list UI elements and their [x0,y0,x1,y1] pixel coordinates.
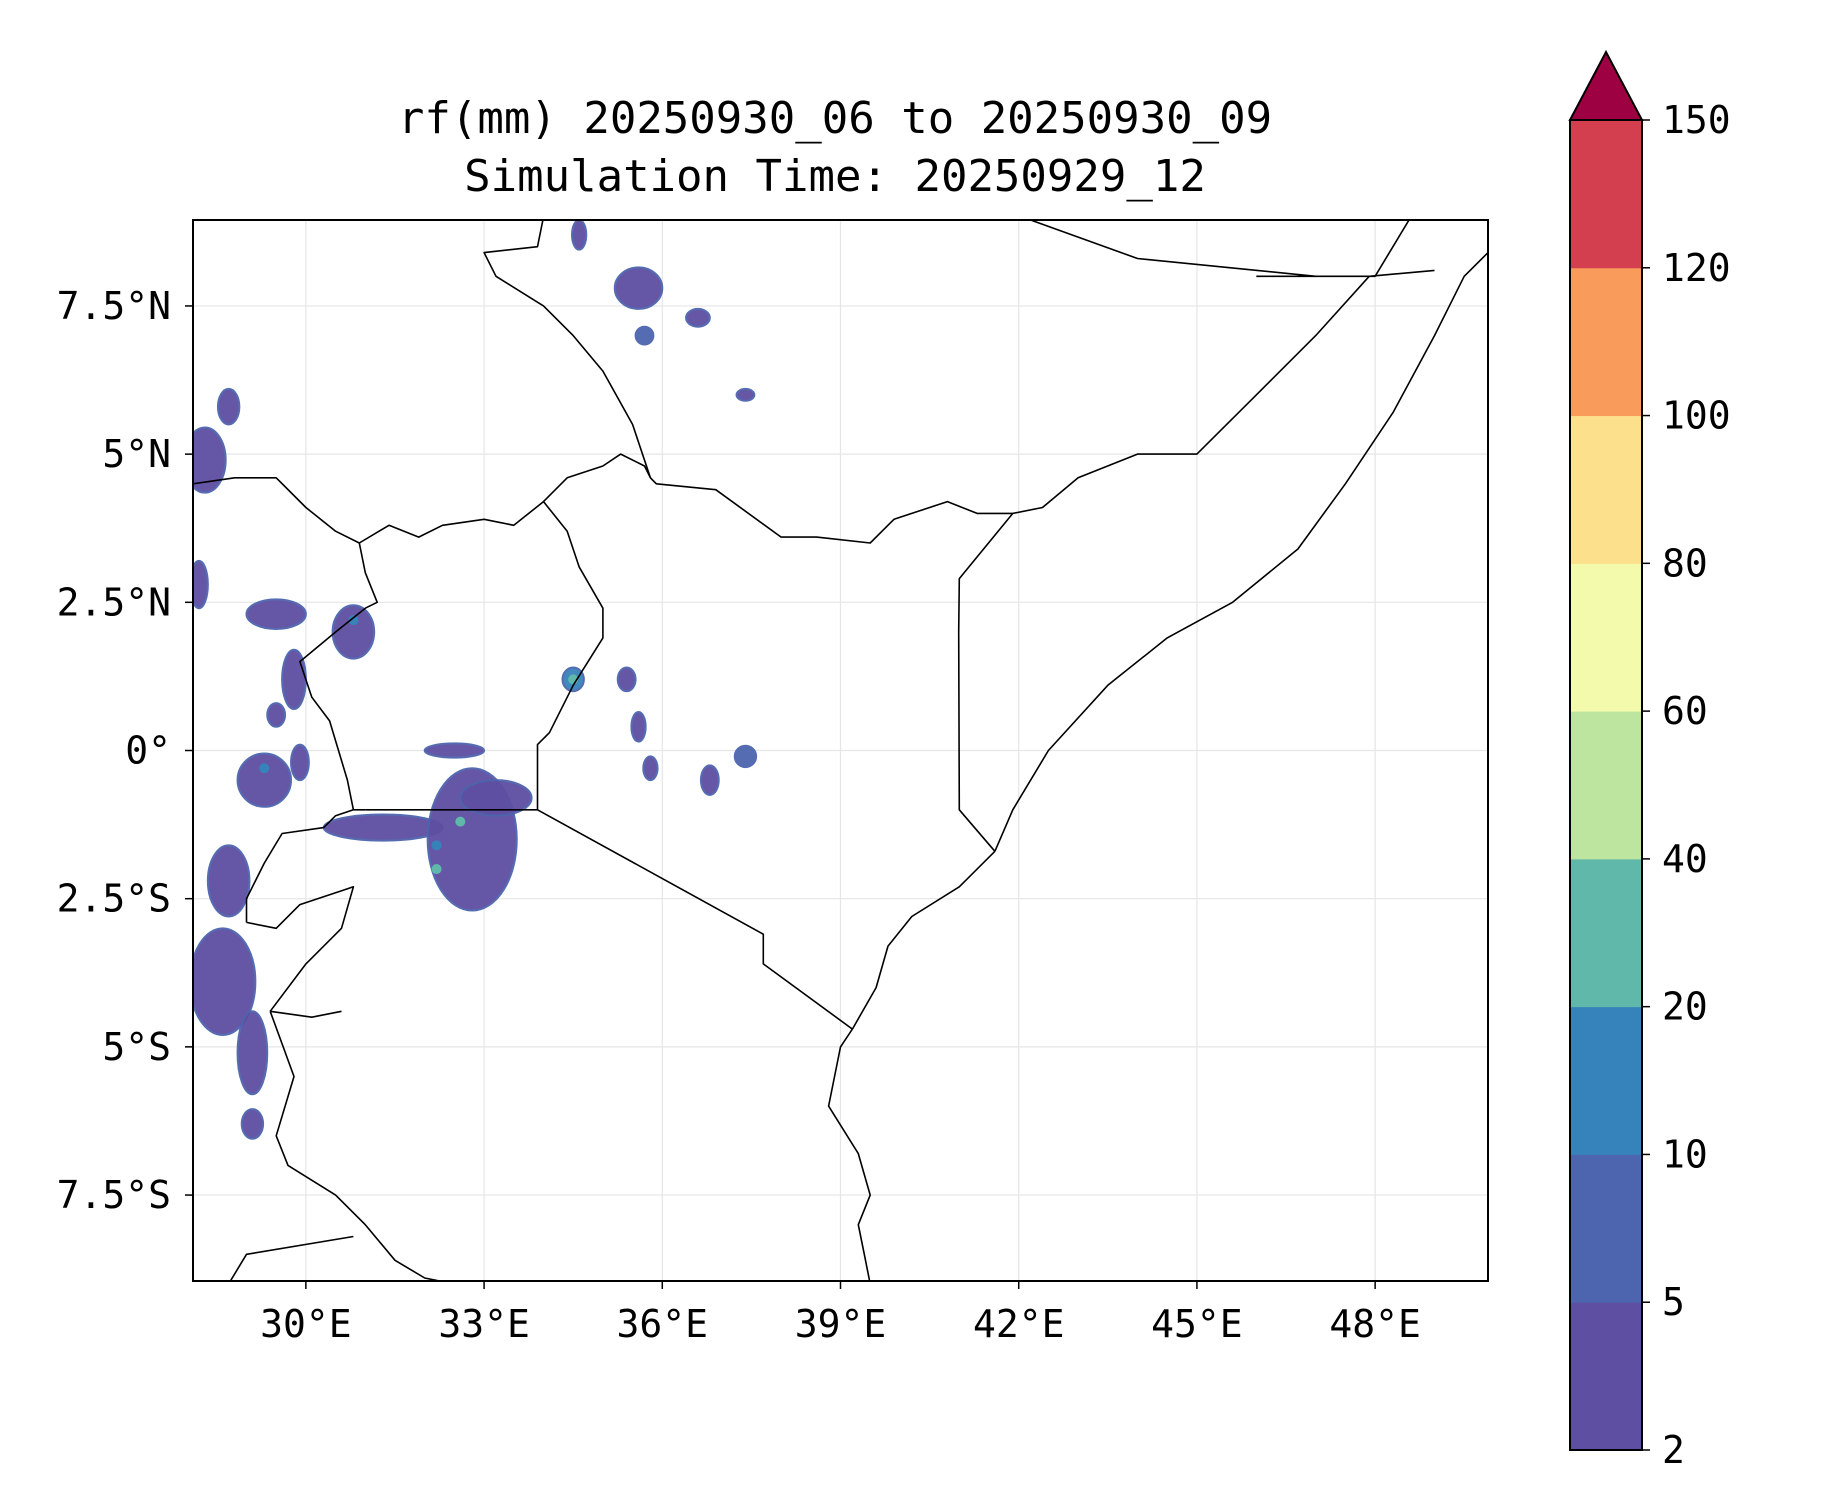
rain-cell [570,220,588,251]
border-line [827,1028,871,1281]
rain-cell [699,764,720,796]
colorbar-label: 150 [1662,98,1731,142]
rain-hotspot [431,840,442,851]
rain-cell [236,752,293,808]
rain-cell [193,559,209,610]
border-line [299,542,378,810]
rain-hotspot [259,763,270,774]
longitude-axis: 30°E 33°E 36°E 39°E 42°E 45°E 48°E [260,1281,1421,1346]
colorbar-extend-arrow [1568,49,1644,121]
x-tick-label: 45°E [1151,1302,1243,1346]
y-tick-label: 7.5°S [57,1173,171,1217]
rain-cell [642,755,659,782]
colorbar-segment [1570,120,1642,269]
border-line [536,501,604,810]
rain-cell [266,702,287,728]
colorbar-segment [1570,858,1642,1008]
gridlines [193,220,1488,1281]
colorbar: 2 5 10 20 40 60 80 100 120 150 [1568,49,1731,1472]
y-tick-label: 2.5°N [57,580,171,624]
title-line-2: Simulation Time: 20250929_12 [464,151,1206,202]
x-tick-label: 42°E [973,1302,1065,1346]
border-line [269,1011,444,1281]
rain-cell [735,387,756,402]
rain-cell [240,1108,265,1140]
colorbar-label: 20 [1662,985,1708,1029]
map-area [192,219,1489,1282]
colorbar-segment [1570,711,1642,860]
rain-cell [245,598,307,630]
rain-cell [459,779,533,817]
colorbar-label: 60 [1662,689,1708,733]
colorbar-segment [1570,1154,1642,1303]
rain-cell [206,844,251,918]
colorbar-segment [1570,1006,1642,1155]
border-line [851,850,996,1030]
rain-cell [616,666,637,693]
x-tick-label: 48°E [1329,1302,1421,1346]
border-line [365,809,853,1030]
border-line [994,252,1488,852]
x-tick-label: 33°E [438,1302,530,1346]
colorbar-label: 100 [1662,394,1731,438]
rainfall-field [193,220,758,1140]
border-line [1030,220,1316,278]
rain-cell [634,325,655,346]
rain-cell [236,1010,269,1096]
rain-cell [331,604,376,660]
y-tick-label: 5°S [102,1025,171,1069]
border-line [957,512,1014,852]
y-tick-label: 2.5°S [57,877,171,921]
x-tick-label: 30°E [260,1302,352,1346]
border-line [229,1235,354,1281]
rain-cell [290,743,310,782]
colorbar-frame [1569,119,1643,1451]
country-borders-and-coastlines [193,220,1488,1281]
border-line [483,220,652,479]
x-tick-label: 36°E [617,1302,709,1346]
border-line [245,809,366,923]
rain-cell [613,266,664,310]
y-tick-label: 0° [125,729,171,773]
y-tick-label: 5°N [102,432,171,476]
rain-cell [216,387,241,426]
colorbar-segment [1570,1302,1642,1451]
colorbar-label: 5 [1662,1280,1685,1324]
border-line [193,269,1435,544]
x-tick-label: 39°E [795,1302,887,1346]
rain-cell [423,742,486,759]
colorbar-label: 120 [1662,246,1731,290]
rain-cell [630,710,647,743]
rain-hotspot [431,864,442,875]
rain-cell [733,744,758,769]
y-tick-label: 7.5°N [57,284,171,328]
rain-cell [322,813,444,842]
colorbar-segment [1570,563,1642,712]
colorbar-segment [1570,267,1642,417]
colorbar-segment [1570,415,1642,564]
rain-cell [193,927,257,1036]
rain-hotspot [455,816,466,827]
rain-hotspot [348,615,359,626]
rain-cell [685,307,711,328]
colorbar-label: 40 [1662,837,1708,881]
border-line [246,886,355,1012]
colorbar-label: 80 [1662,541,1708,585]
title-line-1: rf(mm) 20250930_06 to 20250930_09 [398,93,1272,144]
border-line [1256,220,1410,278]
colorbar-label: 2 [1662,1428,1685,1472]
colorbar-label: 10 [1662,1132,1708,1176]
rain-cell [193,426,227,494]
latitude-axis: 7.5°N 5°N 2.5°N 0° 2.5°S 5°S 7.5°S [57,284,193,1217]
border-line [270,1010,342,1018]
